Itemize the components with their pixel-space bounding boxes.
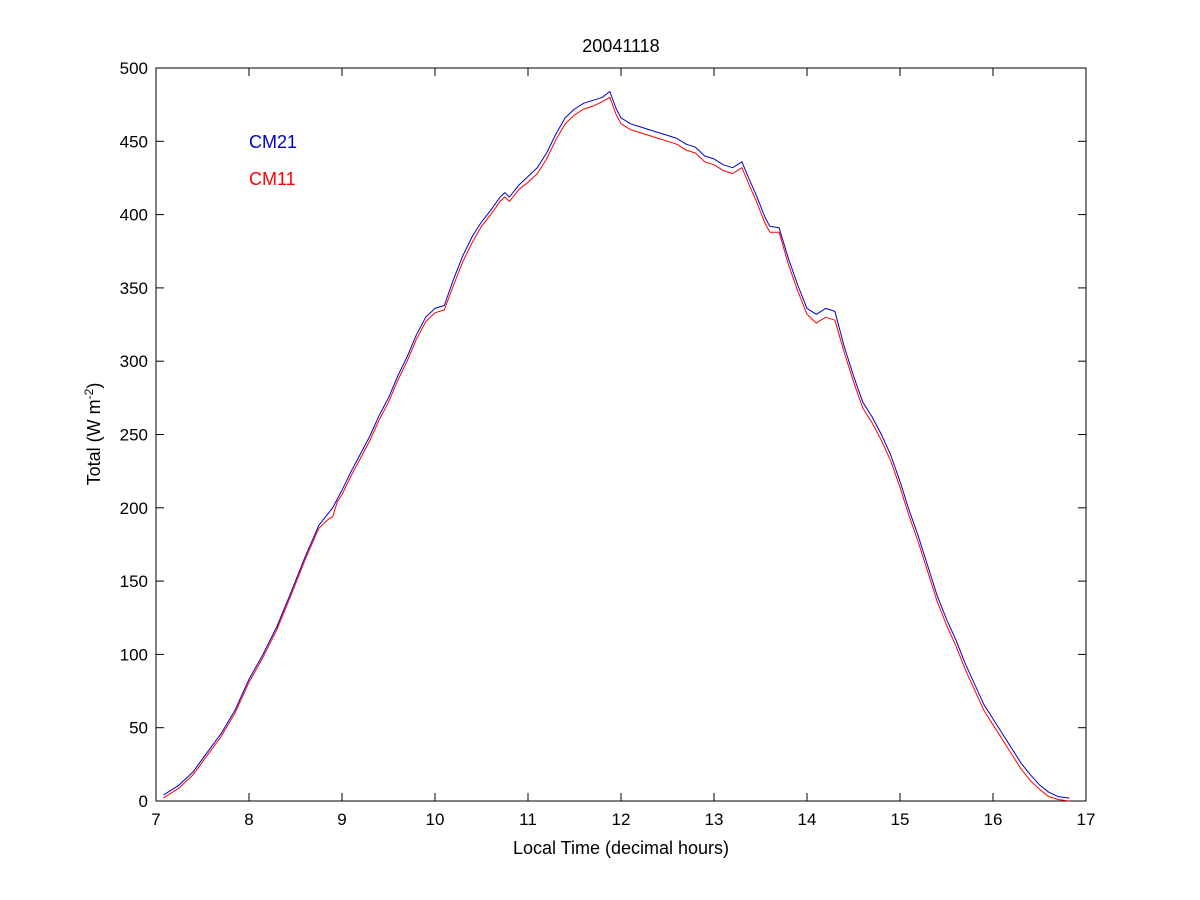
series-lines [163, 91, 1070, 802]
y-tick-label-500: 500 [120, 59, 148, 78]
x-tick-label-10: 10 [426, 810, 445, 829]
y-tick-label-350: 350 [120, 279, 148, 298]
x-tick-label-8: 8 [244, 810, 253, 829]
y-axis-label-main: Total (W m [84, 399, 104, 485]
x-tick-label-12: 12 [612, 810, 631, 829]
legend-entry-cm21: CM21 [249, 132, 297, 152]
y-axis: 0 50 100 150 200 250 300 350 400 450 500 [120, 59, 1086, 811]
x-tick-label-13: 13 [705, 810, 724, 829]
y-tick-label-100: 100 [120, 645, 148, 664]
x-tick-label-15: 15 [891, 810, 910, 829]
legend: CM21 CM11 [249, 132, 297, 189]
x-axis-label: Local Time (decimal hours) [513, 838, 729, 858]
y-tick-label-200: 200 [120, 499, 148, 518]
x-tick-label-16: 16 [984, 810, 1003, 829]
series-line-cm11 [163, 96, 1070, 802]
y-tick-label-400: 400 [120, 206, 148, 225]
x-tick-label-11: 11 [519, 810, 537, 829]
y-axis-label-superscript: -2 [82, 388, 96, 399]
y-tick-label-0: 0 [139, 792, 148, 811]
y-tick-label-50: 50 [129, 719, 148, 738]
y-tick-label-450: 450 [120, 132, 148, 151]
y-tick-label-150: 150 [120, 572, 148, 591]
y-axis-label: Total (W m-2) [82, 383, 104, 486]
plot-area [155, 67, 1087, 802]
x-axis: 7 8 9 10 11 12 13 14 15 16 17 [151, 68, 1095, 829]
chart-title: 20041118 [582, 36, 659, 56]
x-tick-label-14: 14 [798, 810, 817, 829]
y-tick-label-250: 250 [120, 426, 148, 445]
legend-entry-cm11: CM11 [249, 169, 296, 189]
y-axis-label-close: ) [84, 383, 104, 389]
series-line-cm21 [163, 91, 1070, 799]
x-tick-label-9: 9 [337, 810, 346, 829]
x-tick-label-17: 17 [1077, 810, 1096, 829]
x-tick-label-7: 7 [151, 810, 160, 829]
y-tick-label-300: 300 [120, 352, 148, 371]
